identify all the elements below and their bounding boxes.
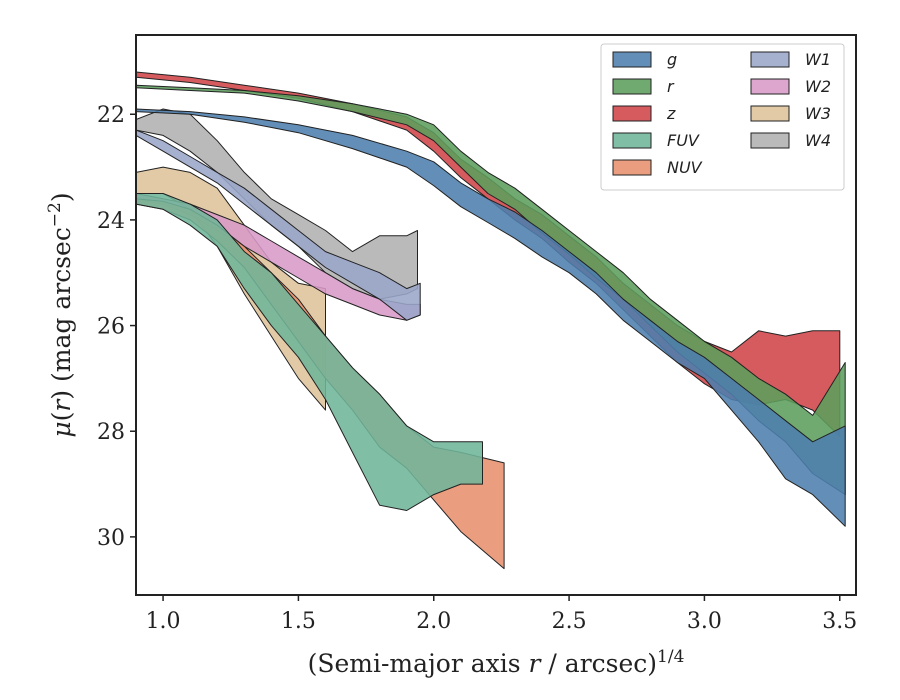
legend-swatch-z [612,105,652,122]
y-tick-label: 26 [97,315,125,340]
y-tick-label: 22 [97,103,125,128]
legend-label-g: g [667,50,677,69]
y-axis-title: μ(r) (mag arcsec−2) [45,192,76,437]
legend-swatch-w3 [750,105,790,122]
legend-swatch-w1 [750,51,790,68]
legend-label-w3: W3 [805,104,831,123]
legend-label-w4: W4 [805,131,831,150]
plot-frame [135,34,857,596]
x-axis: 1.0 1.5 2.0 2.5 3.0 3.5 [146,595,857,634]
x-tick-label: 3.0 [687,609,722,634]
y-tick-label: 30 [97,526,125,551]
x-tick-label: 1.5 [281,609,316,634]
legend-swatch-w4 [750,132,790,149]
band-w1 [136,129,421,321]
legend-swatch-w2 [750,78,790,95]
x-tick-label: 1.0 [146,609,181,634]
legend-label-w2: W2 [805,77,831,96]
legend-swatch-fuv [612,132,652,149]
y-tick-label: 24 [97,209,125,234]
y-axis: 22 24 26 28 30 [97,103,136,551]
legend-swatch-nuv [612,159,652,176]
legend-swatch-r [612,78,652,95]
legend-label-r: r [667,77,675,96]
legend-label-z: z [666,104,676,123]
band-layer [136,71,846,570]
band-g [136,108,846,527]
legend-label-w1: W1 [805,50,831,69]
x-axis-title: (Semi-major axis r / arcsec)1/4 [308,647,685,678]
legend-swatch-g [612,51,652,68]
x-tick-label: 2.5 [552,609,587,634]
band-fuv [136,193,483,511]
legend-label-fuv: FUV [667,131,700,150]
x-tick-label: 3.5 [822,609,857,634]
x-tick-label: 2.0 [416,609,451,634]
legend-label-nuv: NUV [667,158,703,177]
legend: grz FUV NUV W1 W2 W3 W4 [600,43,845,191]
y-tick-label: 28 [97,420,125,445]
